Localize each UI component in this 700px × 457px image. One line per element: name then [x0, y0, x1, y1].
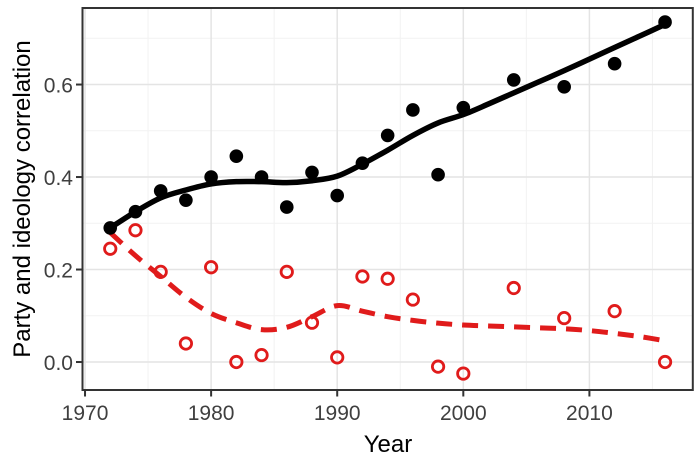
correlation-points-open-red-point	[153, 264, 168, 279]
correlation-points-open-red-point	[254, 347, 269, 363]
correlation-points-open-red-point	[430, 359, 446, 374]
correlation-points-open-red-point	[279, 264, 294, 279]
x-axis-title: Year	[364, 431, 413, 457]
correlation-points-filled-black-point	[456, 100, 471, 115]
correlation-points-open-red-point	[506, 280, 521, 296]
axes	[76, 7, 694, 397]
correlation-points-open-red-point	[557, 310, 572, 326]
correlation-points-filled-black-point	[179, 193, 193, 207]
correlation-points-filled-black-point	[204, 170, 218, 184]
correlation-points-open-red-point	[178, 336, 193, 351]
correlation-points-filled-black-point	[153, 184, 168, 198]
correlation-points-open-red-point	[405, 292, 420, 307]
correlation-points-filled-black-point	[330, 188, 345, 203]
correlation-points-open-red-point	[607, 304, 622, 319]
y-tick-label: 0.6	[44, 75, 73, 98]
correlation-points-open-red-point	[103, 241, 118, 256]
correlation-points-filled-black-point	[431, 167, 445, 182]
tick-labels: 1970 1980 1990 2000 2010 0.0 0.2 0.4 0.6	[44, 75, 613, 425]
correlation-points-filled-black-point	[355, 156, 370, 170]
correlation-points-filled-black-point	[506, 73, 521, 87]
correlation-points-open-red-point	[204, 260, 219, 275]
correlation-points-filled-black-point	[305, 165, 319, 180]
y-tick-label: 0.4	[44, 167, 74, 190]
correlation-points-filled-black-point	[380, 128, 395, 143]
x-tick-label: 1970	[62, 402, 109, 425]
correlation-points-open-red-point	[128, 223, 143, 238]
x-tick-label: 1980	[188, 402, 235, 425]
correlation-points-open-red-point	[657, 354, 673, 370]
correlation-points-filled-black-point	[128, 204, 143, 219]
correlation-points-filled-black-point	[607, 56, 622, 71]
correlation-points-open-red-point	[229, 354, 244, 370]
loess-smooth-red-dashed	[108, 230, 666, 344]
correlation-points-open-red-point	[380, 271, 395, 286]
x-tick-label: 2000	[440, 402, 487, 425]
correlation-points-filled-black-point	[658, 15, 672, 29]
correlation-points-open-red-point	[330, 350, 345, 365]
x-tick-label: 1990	[314, 402, 361, 425]
y-tick-label: 0.0	[44, 352, 73, 375]
correlation-points-open-red-point	[304, 315, 320, 330]
panel-border	[81, 7, 694, 391]
x-tick-label: 2010	[566, 402, 613, 425]
correlation-points-filled-black-point	[406, 103, 420, 117]
data-series	[103, 15, 673, 381]
loess-smooth-black-solid	[107, 21, 668, 231]
correlation-points-filled-black-point	[557, 80, 571, 94]
correlation-points-filled-black-point	[254, 170, 269, 184]
correlation-points-filled-black-point	[103, 221, 118, 235]
y-axis-title: Party and ideology correlation	[9, 40, 36, 358]
y-tick-label: 0.2	[44, 260, 73, 283]
correlation-points-filled-black-point	[229, 149, 244, 164]
correlation-points-open-red-point	[355, 269, 370, 284]
correlation-points-filled-black-point	[279, 200, 294, 214]
correlation-points-open-red-point	[456, 366, 471, 381]
